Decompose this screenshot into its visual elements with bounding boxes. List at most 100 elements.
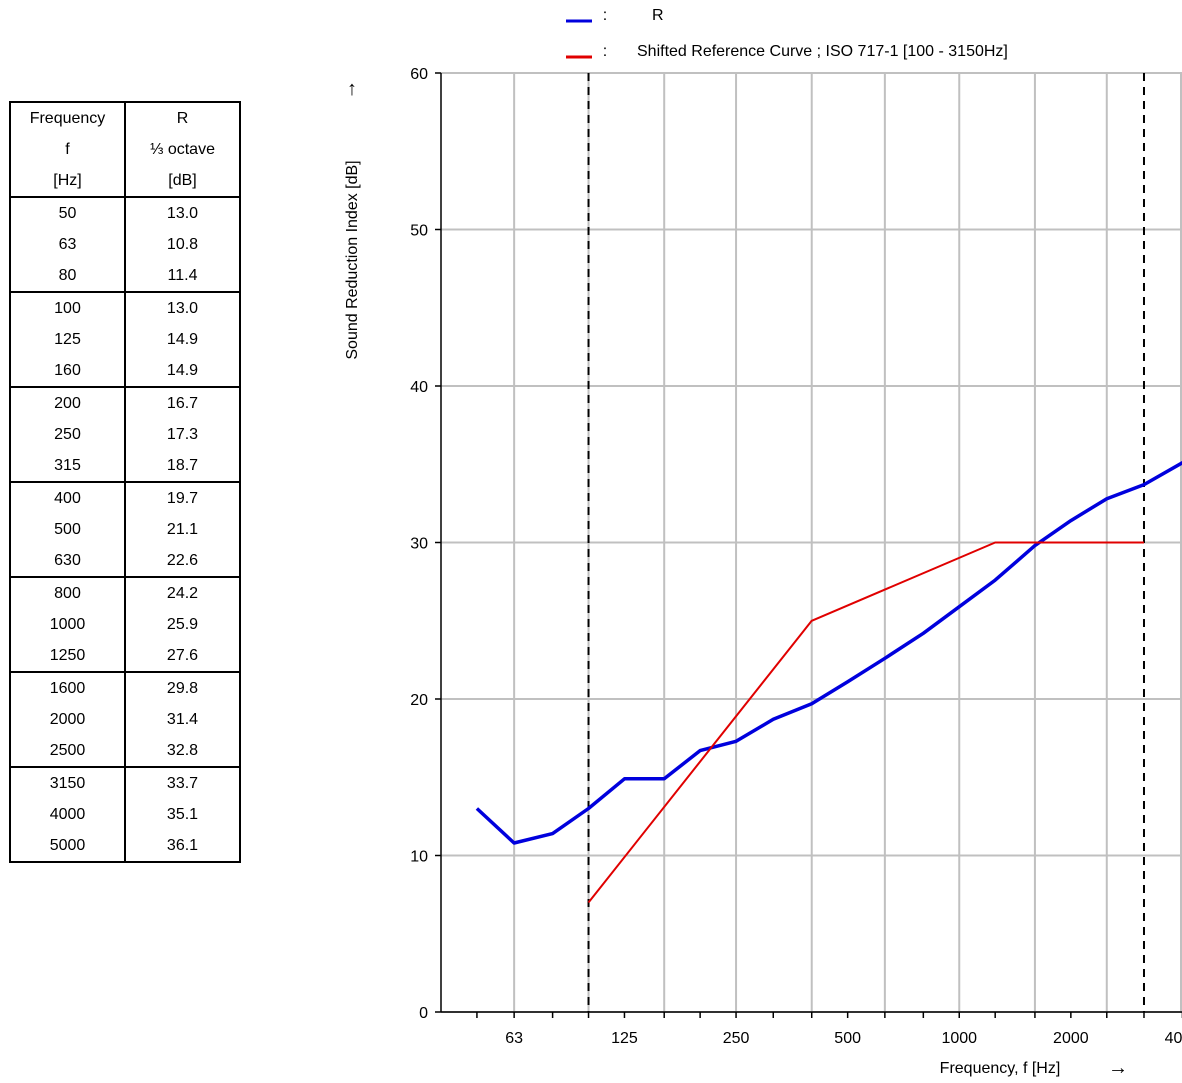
frequency-cell: 50	[9, 196, 126, 229]
table-row: 1600 29.8	[9, 671, 241, 704]
r-value-cell: 32.8	[124, 735, 241, 767]
x-tick-label: 250	[723, 1030, 750, 1047]
table-row: 2500 32.8	[9, 735, 241, 767]
r-value-cell: 36.1	[124, 830, 241, 863]
table-row: 63 10.8	[9, 229, 241, 260]
frequency-cell: 4000	[9, 799, 126, 830]
table-row: 1250 27.6	[9, 640, 241, 672]
frequency-cell: 315	[9, 450, 126, 482]
table-row: 160 14.9	[9, 355, 241, 387]
frequency-cell: 80	[9, 260, 126, 292]
table-row: 1000 25.9	[9, 609, 241, 640]
frequency-cell: 3150	[9, 766, 126, 799]
r-value-cell: 10.8	[124, 229, 241, 260]
r-value-cell: 18.7	[124, 450, 241, 482]
header-r-cell: [dB]	[124, 165, 241, 197]
table-row: 5000 36.1	[9, 830, 241, 863]
table-row: 125 14.9	[9, 324, 241, 355]
table-row: 80 11.4	[9, 260, 241, 292]
x-tick-label: 2000	[1053, 1030, 1089, 1047]
x-tick-labels: 63 125 250 500 1000 2000 4000	[505, 1030, 1182, 1047]
frequency-cell: 5000	[9, 830, 126, 863]
y-tick-label: 20	[410, 692, 428, 709]
r-value-cell: 14.9	[124, 355, 241, 387]
y-tick-label: 50	[410, 223, 428, 240]
x-tick-label: 63	[505, 1030, 523, 1047]
table-row: 50 13.0	[9, 196, 241, 229]
r-value-cell: 17.3	[124, 419, 241, 450]
table-row: 800 24.2	[9, 576, 241, 609]
frequency-cell: 63	[9, 229, 126, 260]
table-row: 2000 31.4	[9, 704, 241, 735]
frequency-cell: 100	[9, 291, 126, 324]
frequency-cell: 160	[9, 355, 126, 387]
r-value-cell: 19.7	[124, 481, 241, 514]
header-frequency-cell: f	[9, 134, 126, 165]
frequency-cell: 2000	[9, 704, 126, 735]
table-row: 630 22.6	[9, 545, 241, 577]
header-r-cell: ⅓ octave	[124, 134, 241, 165]
axes	[440, 73, 1182, 1013]
r-value-cell: 21.1	[124, 514, 241, 545]
header-r-cell: R	[124, 101, 241, 134]
frequency-cell: 2500	[9, 735, 126, 767]
table-row: 200 16.7	[9, 386, 241, 419]
r-value-cell: 25.9	[124, 609, 241, 640]
y-tick-labels: 0 10 20 30 40 50 60	[410, 66, 428, 1022]
legend-separator-r: :	[603, 7, 607, 24]
r-value-cell: 29.8	[124, 671, 241, 704]
series-reference-curve-line	[587, 541, 1144, 904]
r-value-cell: 11.4	[124, 260, 241, 292]
frequency-cell: 1600	[9, 671, 126, 704]
x-axis-arrow: →	[1108, 1057, 1128, 1079]
r-value-cell: 22.6	[124, 545, 241, 577]
table-row: 100 13.0	[9, 291, 241, 324]
r-value-cell: 13.0	[124, 291, 241, 324]
frequency-cell: 400	[9, 481, 126, 514]
r-value-cell: 31.4	[124, 704, 241, 735]
frequency-cell: 200	[9, 386, 126, 419]
header-frequency-cell: Frequency	[9, 101, 126, 134]
grid-lines	[435, 72, 1182, 1018]
series-r-line	[475, 461, 1182, 845]
legend-label-reference: Shifted Reference Curve ; ISO 717-1 [100…	[637, 43, 1008, 60]
table-header-row: [Hz] [dB]	[9, 165, 241, 197]
frequency-cell: 250	[9, 419, 126, 450]
y-tick-label: 10	[410, 849, 428, 866]
x-tick-label: 1000	[941, 1030, 977, 1047]
x-tick-label: 4000	[1165, 1030, 1182, 1047]
y-tick-label: 40	[410, 379, 428, 396]
r-value-cell: 27.6	[124, 640, 241, 672]
table-header-row: Frequency R	[9, 101, 241, 134]
y-axis-title: Sound Reduction Index [dB]	[344, 160, 361, 359]
legend-label-r: R	[652, 7, 664, 24]
header-frequency-cell: [Hz]	[9, 165, 126, 197]
data-series	[475, 461, 1182, 904]
r-value-cell: 13.0	[124, 196, 241, 229]
y-tick-label: 30	[410, 536, 428, 553]
x-axis-title: Frequency, f [Hz]	[940, 1060, 1061, 1077]
frequency-cell: 1250	[9, 640, 126, 672]
table-row: 4000 35.1	[9, 799, 241, 830]
table-row: 3150 33.7	[9, 766, 241, 799]
table-row: 250 17.3	[9, 419, 241, 450]
y-tick-label: 60	[410, 66, 428, 83]
frequency-cell: 800	[9, 576, 126, 609]
y-tick-label: 0	[419, 1005, 428, 1022]
r-value-cell: 35.1	[124, 799, 241, 830]
frequency-cell: 1000	[9, 609, 126, 640]
x-tick-label: 500	[834, 1030, 861, 1047]
r-value-cell: 33.7	[124, 766, 241, 799]
frequency-cell: 630	[9, 545, 126, 577]
r-value-cell: 14.9	[124, 324, 241, 355]
table-row: 315 18.7	[9, 450, 241, 482]
legend-separator-reference: :	[603, 43, 607, 60]
frequency-cell: 125	[9, 324, 126, 355]
table-row: 400 19.7	[9, 481, 241, 514]
r-value-cell: 24.2	[124, 576, 241, 609]
x-tick-label: 125	[611, 1030, 638, 1047]
